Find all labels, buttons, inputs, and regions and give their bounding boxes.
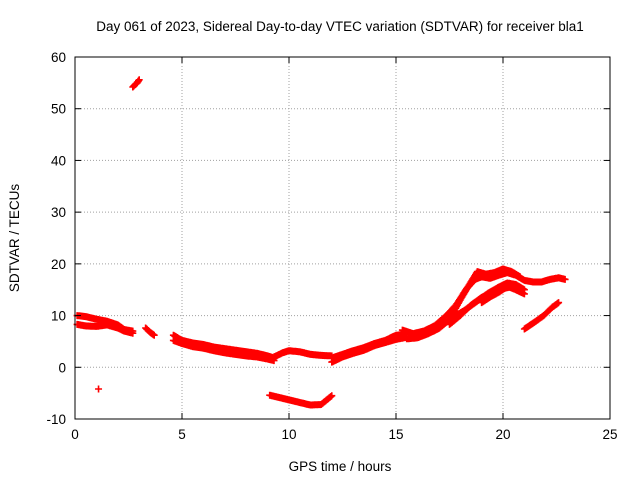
y-tick-label: 0 [58,360,66,375]
data-point-trace [169,336,278,365]
x-tick-label: 0 [71,427,79,442]
grid [75,57,610,419]
y-tick-label: 60 [51,50,66,65]
y-tick-label: 20 [51,257,66,272]
x-tick-label: 25 [602,427,617,442]
data-point-trace [142,324,158,339]
y-tick-label: 40 [51,153,66,168]
data-point-trace [403,265,524,343]
data-point-trace [520,299,563,333]
data-point-trace [478,281,520,307]
axis-ticks: 0 5 10 15 20 25 -10 0 10 20 30 40 50 60 [46,50,617,442]
data-point-trace [328,330,411,362]
chart-title: Day 061 of 2023, Sidereal Day-to-day VTE… [96,19,583,34]
data-points [73,76,569,409]
x-tick-label: 15 [388,427,403,442]
data-point-trace [266,391,336,409]
y-tick-label: 10 [51,309,66,324]
y-axis-label: SDTVAR / TECUs [7,184,22,293]
data-point-trace [95,385,103,393]
data-point-trace [129,76,143,91]
x-axis-label: GPS time / hours [289,459,392,474]
x-tick-label: 5 [178,427,186,442]
x-tick-label: 20 [495,427,510,442]
plot-frame [74,56,611,420]
x-tick-label: 10 [281,427,296,442]
data-point-trace [270,347,336,361]
y-tick-label: 50 [51,102,66,117]
y-tick-label: -10 [46,412,66,427]
y-tick-label: 30 [51,205,66,220]
